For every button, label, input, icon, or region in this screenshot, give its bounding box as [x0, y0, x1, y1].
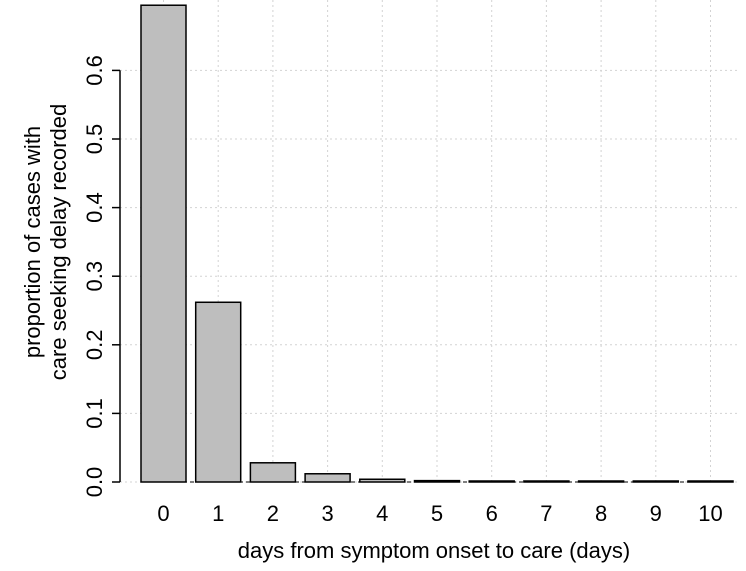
y-tick-label-6: 0.6 [82, 55, 107, 86]
x-tick-label-1: 1 [212, 501, 224, 526]
x-axis-label: days from symptom onset to care (days) [238, 538, 630, 563]
x-tick-label-3: 3 [321, 501, 333, 526]
x-tick-label-0: 0 [157, 501, 169, 526]
y-tick-label-2: 0.2 [82, 330, 107, 361]
x-tick-label-4: 4 [376, 501, 388, 526]
labels-layer: days from symptom onset to care (days) p… [20, 104, 630, 563]
x-tick-label-10: 10 [698, 501, 722, 526]
y-axis-label: proportion of cases with care seeking de… [20, 104, 71, 380]
y-tick-label-1: 0.1 [82, 398, 107, 429]
bar-3 [304, 473, 351, 483]
x-tick-label-7: 7 [540, 501, 552, 526]
x-tick-label-8: 8 [595, 501, 607, 526]
y-tick-label-3: 0.3 [82, 261, 107, 292]
y-axis-label-line-1: proportion of cases with [20, 126, 45, 358]
y-axis-label-line-2: care seeking delay recorded [46, 104, 71, 380]
x-tick-label-6: 6 [486, 501, 498, 526]
bar-1 [194, 301, 242, 483]
bar-2 [249, 462, 297, 483]
bar-0 [140, 4, 187, 483]
y-tick-label-4: 0.4 [82, 192, 107, 223]
x-tick-label-5: 5 [431, 501, 443, 526]
y-tick-label-5: 0.5 [82, 124, 107, 155]
y-tick-label-0: 0.0 [82, 467, 107, 498]
bars-layer [140, 4, 734, 483]
axes-layer: 0.0 0.1 0.2 0.3 0.4 0.5 0.6 0 1 2 3 4 5 6 7 8 9 10 [82, 55, 733, 526]
x-tick-label-2: 2 [267, 501, 279, 526]
x-tick-label-9: 9 [650, 501, 662, 526]
